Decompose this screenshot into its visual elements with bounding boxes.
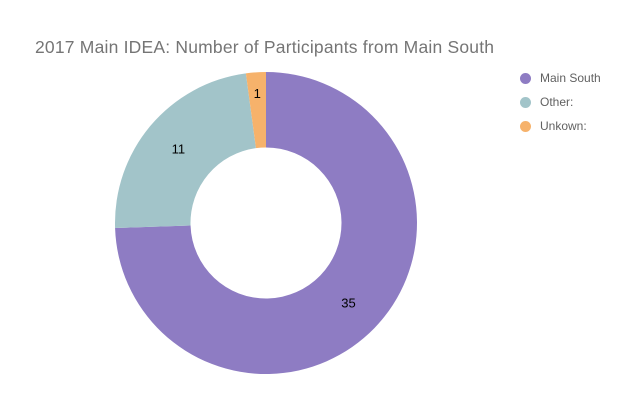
slice-value-label: 1 bbox=[254, 86, 261, 101]
legend-marker-icon bbox=[520, 120, 531, 132]
chart-title: 2017 Main IDEA: Number of Participants f… bbox=[35, 37, 495, 57]
pie-slice-main-south[interactable] bbox=[115, 72, 417, 374]
legend-marker-icon bbox=[520, 72, 531, 84]
legend-item-other[interactable]: Other: bbox=[520, 95, 601, 109]
slice-value-label: 35 bbox=[341, 295, 355, 310]
legend-label: Main South bbox=[540, 71, 601, 85]
slice-value-label: 11 bbox=[172, 141, 186, 156]
legend-item-unkown[interactable]: Unkown: bbox=[520, 119, 601, 133]
legend: Main South Other: Unkown: bbox=[520, 71, 601, 133]
legend-label: Unkown: bbox=[540, 119, 587, 133]
pie-slice-unkown[interactable] bbox=[245, 72, 266, 149]
legend-marker-icon bbox=[520, 96, 531, 108]
pie-slice-other[interactable] bbox=[114, 73, 256, 229]
legend-label: Other: bbox=[540, 95, 574, 109]
legend-item-main-south[interactable]: Main South bbox=[520, 71, 601, 85]
